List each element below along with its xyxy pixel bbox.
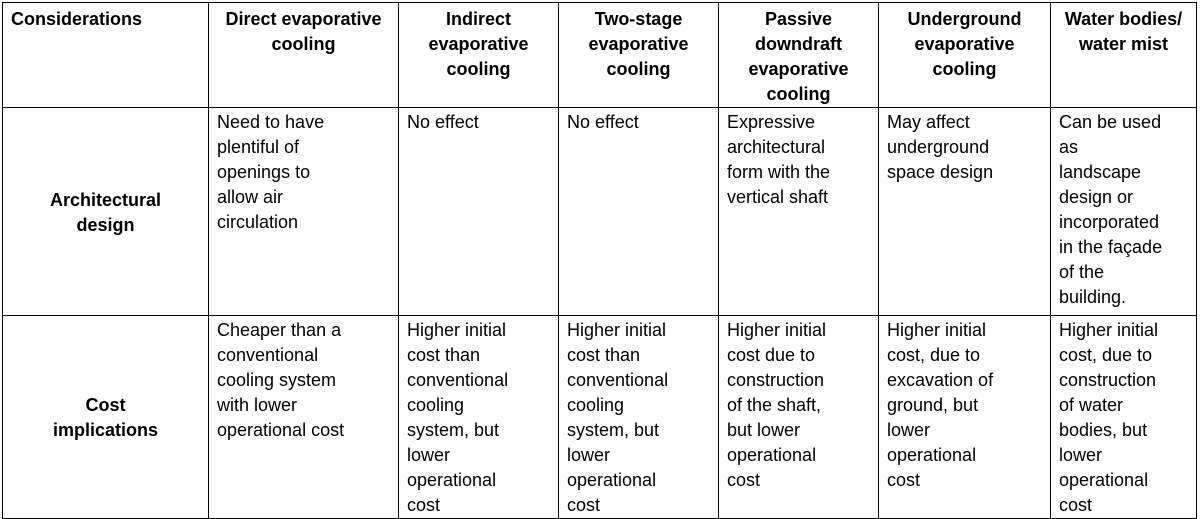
table-row-architectural-design: Architectural design Need to have plenti…: [2, 107, 1197, 316]
table-cell: Can be used as landscape design or incor…: [1050, 107, 1197, 316]
table-cell: Higher initial cost than conventional co…: [398, 315, 559, 519]
table-cell: May affect underground space design: [878, 107, 1051, 316]
table-cell: Higher initial cost than conventional co…: [558, 315, 719, 519]
table-cell: Higher initial cost due to construction …: [718, 315, 879, 519]
header-direct-evaporative-cooling: Direct evaporative cooling: [208, 2, 399, 108]
table-cell: Expressive architectural form with the v…: [718, 107, 879, 316]
table-header-row: Considerations Direct evaporative coolin…: [2, 2, 1197, 108]
table-row-cost-implications: Cost implications Cheaper than a convent…: [2, 315, 1197, 519]
table-cell: Higher initial cost, due to construction…: [1050, 315, 1197, 519]
table-cell: Higher initial cost, due to excavation o…: [878, 315, 1051, 519]
header-considerations: Considerations: [2, 2, 209, 108]
header-underground-evaporative-cooling: Underground evaporative cooling: [878, 2, 1051, 108]
row-label-architectural-design: Architectural design: [2, 107, 209, 316]
header-two-stage-evaporative-cooling: Two-stage evaporative cooling: [558, 2, 719, 108]
header-indirect-evaporative-cooling: Indirect evaporative cooling: [398, 2, 559, 108]
table-cell: Need to have plentiful of openings to al…: [208, 107, 399, 316]
table-cell: Cheaper than a conventional cooling syst…: [208, 315, 399, 519]
table-cell: No effect: [558, 107, 719, 316]
header-water-bodies-water-mist: Water bodies/ water mist: [1050, 2, 1197, 108]
table-cell: No effect: [398, 107, 559, 316]
row-label-cost-implications: Cost implications: [2, 315, 209, 519]
header-passive-downdraft-evaporative-cooling: Passive downdraft evaporative cooling: [718, 2, 879, 108]
